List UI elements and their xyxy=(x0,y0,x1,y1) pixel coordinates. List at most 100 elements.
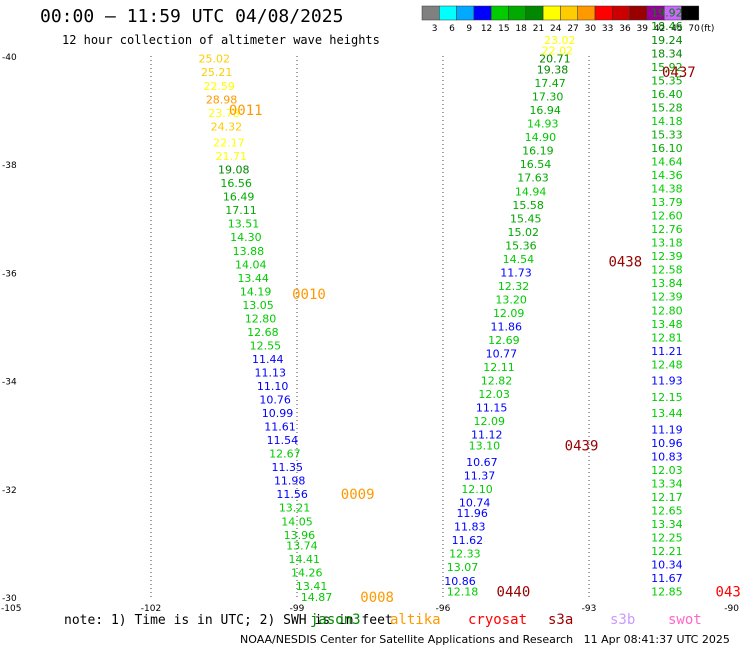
wave-height-label: 13.34 xyxy=(651,477,683,490)
wave-height-label: 16.54 xyxy=(520,158,552,171)
data-points: 14.8713.4114.2614.4113.7413.9614.0513.21… xyxy=(199,7,683,604)
wave-height-label: 21.71 xyxy=(216,150,248,163)
x-tick-label: -93 xyxy=(582,604,597,614)
wave-height-label: 14.30 xyxy=(230,231,262,244)
legend-unit: (ft) xyxy=(701,24,715,34)
wave-height-label: 12.68 xyxy=(247,326,279,339)
y-tick-label: -34 xyxy=(2,378,17,388)
wave-height-label: 14.19 xyxy=(240,285,272,298)
legend-tick-label: 15 xyxy=(498,24,509,34)
wave-height-label: 13.20 xyxy=(495,293,527,306)
wave-height-label: 11.12 xyxy=(471,429,503,442)
legend-swatch xyxy=(508,5,527,21)
satellite-legend-item: s3a xyxy=(548,612,574,628)
wave-height-label: 14.26 xyxy=(291,567,323,580)
wave-height-label: 24.32 xyxy=(211,120,243,133)
wave-height-label: 12.58 xyxy=(651,264,683,277)
wave-height-label: 11.83 xyxy=(454,521,486,534)
wave-height-label: 11.67 xyxy=(651,572,683,585)
wave-height-label: 12.03 xyxy=(478,388,510,401)
wave-height-label: 19.38 xyxy=(537,64,569,77)
wave-height-label: 15.28 xyxy=(651,101,683,114)
time-label: 0438 xyxy=(608,255,642,271)
wave-height-label: 14.93 xyxy=(527,118,559,131)
legend-swatch xyxy=(594,5,613,21)
wave-height-label: 25.02 xyxy=(199,53,231,66)
wave-height-label: 10.34 xyxy=(651,559,683,572)
legend-tick-label: 27 xyxy=(567,24,578,34)
legend-tick-label: 21 xyxy=(533,24,544,34)
wave-height-label: 11.13 xyxy=(254,366,286,379)
wave-height-label: 14.36 xyxy=(651,169,683,182)
legend-swatch xyxy=(681,5,700,21)
wave-height-label: 10.83 xyxy=(651,450,683,463)
wave-height-label: 12.55 xyxy=(250,339,282,352)
wave-height-label: 12.81 xyxy=(651,331,683,344)
wave-height-label: 11.86 xyxy=(491,321,523,334)
wave-height-label: 12.80 xyxy=(651,304,683,317)
satellite-legend-item: jason3 xyxy=(310,612,361,628)
footer-note: note: 1) Time is in UTC; 2) SWH is in fe… xyxy=(64,613,393,628)
x-tick-label: -102 xyxy=(141,604,161,614)
wave-height-label: 17.47 xyxy=(534,77,566,90)
wave-height-label: 13.10 xyxy=(469,440,501,453)
wave-height-label: 16.56 xyxy=(220,177,252,190)
wave-height-label: 13.96 xyxy=(284,529,316,542)
wave-height-label: 17.63 xyxy=(517,172,549,185)
satellite-legend-item: swot xyxy=(668,612,702,628)
wave-height-label: 10.77 xyxy=(486,348,518,361)
legend-swatch xyxy=(439,5,457,21)
wave-height-label: 14.05 xyxy=(281,515,313,528)
wave-height-label: 10.76 xyxy=(259,394,291,407)
footer-credit: NOAA/NESDIS Center for Satellite Applica… xyxy=(240,633,730,646)
wave-height-label: 15.02 xyxy=(508,226,540,239)
wave-height-label: 19.24 xyxy=(651,34,683,47)
wave-height-label: 13.41 xyxy=(296,580,328,593)
wave-height-label: 15.33 xyxy=(651,128,683,141)
wave-height-label: 12.15 xyxy=(651,391,683,404)
time-labels: 0008000900100011044004390438043704330432… xyxy=(229,65,740,606)
wave-height-label: 12.69 xyxy=(488,334,520,347)
legend-tick-label: 30 xyxy=(585,24,597,34)
wave-height-label: 20.71 xyxy=(539,53,571,66)
wave-height-label: 11.56 xyxy=(276,488,308,501)
legend-tick-label: 24 xyxy=(550,24,562,34)
wave-height-label: 16.10 xyxy=(651,142,683,155)
timestamp: 11 Apr 08:41:37 UTC 2025 xyxy=(583,633,730,646)
wave-height-label: 10.86 xyxy=(444,575,476,588)
time-label: 0437 xyxy=(662,65,696,81)
wave-height-label: 12.82 xyxy=(481,375,513,388)
wave-height-label: 22.59 xyxy=(203,80,235,93)
wave-height-label: 14.41 xyxy=(289,553,321,566)
time-label: 0439 xyxy=(565,439,599,455)
time-label: 0009 xyxy=(341,487,375,503)
wave-height-label: 12.32 xyxy=(498,280,530,293)
legend-swatch xyxy=(577,5,596,21)
wave-height-label: 14.04 xyxy=(235,258,267,271)
wave-height-label: 16.19 xyxy=(522,145,554,158)
wave-height-label: 18.34 xyxy=(651,47,683,60)
y-tick-label: -32 xyxy=(2,486,17,496)
legend-swatch xyxy=(612,5,630,21)
y-tick-label: -40 xyxy=(2,53,17,63)
wave-height-label: 12.60 xyxy=(651,210,683,223)
satellite-legend-item: cryosat xyxy=(468,612,528,628)
wave-height-label: 13.21 xyxy=(279,502,311,515)
wave-height-label: 10.67 xyxy=(466,456,498,469)
wave-height-label: 11.19 xyxy=(651,423,683,436)
time-label: 0011 xyxy=(229,103,263,119)
legend-swatch xyxy=(456,5,475,21)
wave-height-label: 23.02 xyxy=(544,34,576,47)
wave-height-label: 22.02 xyxy=(542,45,574,58)
wave-height-label: 22.17 xyxy=(213,137,245,150)
wave-height-label: 12.48 xyxy=(651,358,683,371)
wave-height-label: 19.08 xyxy=(218,164,250,177)
wave-height-label: 15.45 xyxy=(510,212,542,225)
wave-height-label: 12.33 xyxy=(449,548,481,561)
legend-tick-label: 6 xyxy=(449,24,455,34)
wave-height-label: 12.10 xyxy=(461,483,493,496)
wave-height-label: 14.87 xyxy=(301,591,333,604)
wave-height-label: 13.18 xyxy=(651,237,683,250)
wave-height-label: 19.92 xyxy=(651,7,683,20)
wave-height-label: 11.54 xyxy=(267,434,299,447)
